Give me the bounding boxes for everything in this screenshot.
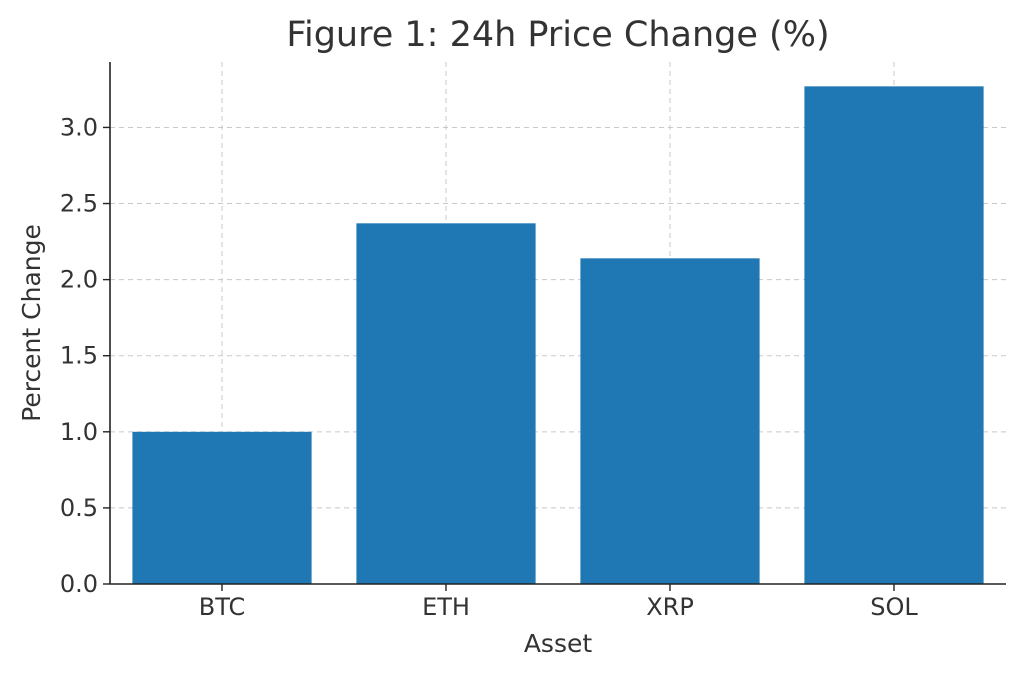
y-tick-label: 3.0 [60, 113, 98, 141]
x-axis-label: Asset [524, 629, 593, 658]
y-tick-label: 0.0 [60, 570, 98, 598]
x-tick-label: SOL [870, 593, 918, 621]
ticks-layer: 0.0 0.5 1.0 1.5 2.0 2.5 3.0 BTC ETH XRP SOL [60, 113, 919, 621]
bar-eth [356, 223, 536, 584]
axes-layer [109, 62, 1006, 585]
y-tick-label: 1.5 [60, 342, 98, 370]
bars-layer [132, 86, 984, 584]
bar-xrp [580, 258, 760, 584]
x-tick-label: ETH [422, 593, 470, 621]
bar-sol [804, 86, 984, 584]
y-tick-label: 1.0 [60, 418, 98, 446]
y-tick-label: 0.5 [60, 494, 98, 522]
bar-btc [132, 431, 312, 584]
y-tick-label: 2.0 [60, 266, 98, 294]
chart-title: Figure 1: 24h Price Change (%) [286, 15, 829, 55]
x-tick-label: BTC [199, 593, 245, 621]
y-tick-label: 2.5 [60, 190, 98, 218]
x-tick-label: XRP [646, 593, 694, 621]
y-axis-label: Percent Change [17, 224, 46, 422]
